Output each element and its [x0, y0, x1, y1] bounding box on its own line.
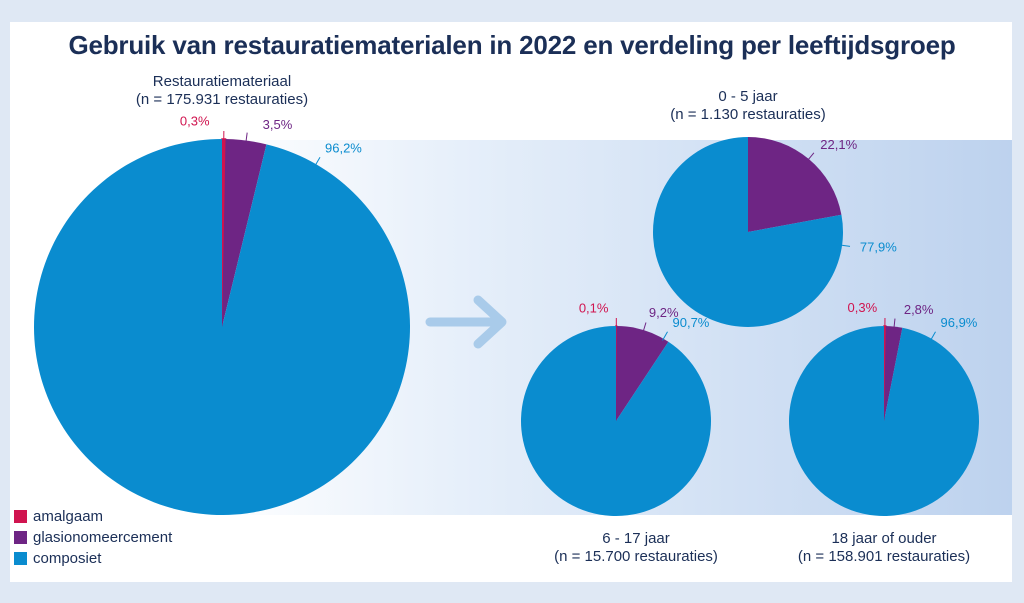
pie-label-composiet: 96,9%: [941, 315, 978, 330]
pie-label-composiet: 96,2%: [325, 141, 362, 156]
legend-item-amalgaam: amalgaam: [14, 506, 172, 527]
arrow-head-icon: [473, 295, 507, 349]
pie-slice-glasionomeercement: [884, 326, 903, 421]
pie-leader-line: [662, 331, 668, 341]
legend-item-composiet: composiet: [14, 548, 172, 569]
legend-swatch: [14, 552, 27, 565]
pie-leader-line: [314, 157, 321, 167]
legend-swatch: [14, 510, 27, 523]
pie-slice-glasionomeercement: [616, 326, 669, 421]
pie-chart-3: 0,3% 2,8% 96,9% 18 jaar of ouder(n = 158.90…: [789, 300, 980, 565]
legend-swatch: [14, 531, 27, 544]
pie-slice-glasionomeercement: [222, 139, 267, 327]
pie-label-amalgaam: 0,3%: [180, 113, 210, 128]
pie-slice-glasionomeercement: [748, 137, 842, 232]
pie-chart-1: 22,1% 77,9% 0 - 5 jaar(n = 1.130 restaurat…: [653, 88, 897, 327]
pie-subtitle: (n = 1.130 restauraties): [670, 106, 826, 123]
legend-label: glasionomeercement: [33, 529, 173, 546]
pie-leader-line: [245, 132, 248, 143]
pie-slice-composiet: [789, 326, 980, 516]
pie-label-composiet: 90,7%: [673, 315, 710, 330]
legend-label: composiet: [33, 550, 102, 567]
pie-title: Restauratiemateriaal: [153, 73, 291, 90]
pie-leader-line: [930, 331, 936, 341]
pie-label-amalgaam: 0,3%: [848, 300, 878, 315]
pie-slice-composiet: [653, 137, 844, 327]
legend-item-glasionomeercement: glasionomeercement: [14, 527, 172, 548]
pie-subtitle: (n = 175.931 restauraties): [136, 91, 308, 108]
pie-label-glasionomeercement: 2,8%: [904, 302, 934, 317]
pie-subtitle: (n = 158.901 restauraties): [798, 548, 970, 565]
pie-label-glasionomeercement: 3,5%: [263, 117, 293, 132]
legend: amalgaam glasionomeercement composiet: [14, 506, 172, 569]
pie-leader-line: [642, 322, 647, 333]
legend-label: amalgaam: [33, 508, 104, 525]
pie-leader-line: [893, 318, 896, 329]
pie-leader-line: [840, 244, 851, 247]
pie-slice-composiet: [521, 326, 711, 516]
pie-label-composiet: 77,9%: [860, 240, 897, 255]
pie-title: 18 jaar of ouder: [831, 530, 936, 547]
pie-label-amalgaam: 0,1%: [579, 300, 609, 315]
pie-subtitle: (n = 15.700 restauraties): [554, 548, 718, 565]
pie-slice-composiet: [34, 139, 411, 515]
pie-chart-0: 0,3% 3,5% 96,2% Restauratiemateriaal(n = 17…: [34, 73, 411, 515]
page-title: Gebruik van restauratiematerialen in 202…: [68, 30, 956, 60]
pie-title: 6 - 17 jaar: [602, 530, 670, 547]
pie-leader-line: [807, 152, 815, 161]
pie-label-glasionomeercement: 9,2%: [649, 305, 679, 320]
pie-chart-2: 0,1% 9,2%90,7% 6 - 17 jaar(n = 15.700 rest…: [521, 300, 718, 565]
pie-label-glasionomeercement: 22,1%: [820, 137, 857, 152]
pie-title: 0 - 5 jaar: [718, 88, 777, 105]
